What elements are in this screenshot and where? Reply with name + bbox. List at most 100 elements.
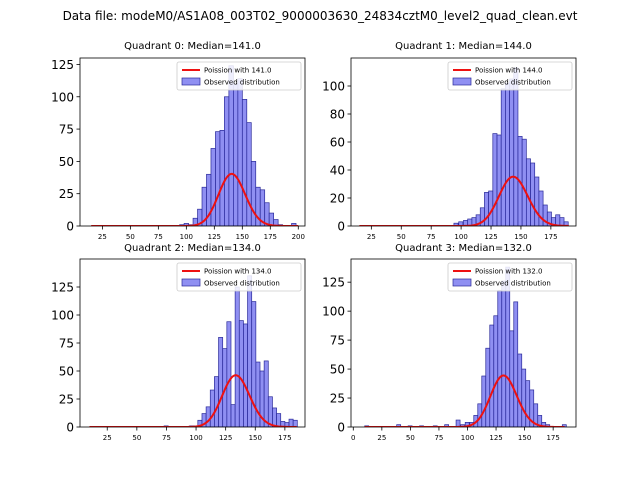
legend-bar-swatch bbox=[452, 77, 472, 86]
legend: Poission with 132.0 Observed distribution bbox=[447, 262, 573, 292]
x-tick-label: 175 bbox=[546, 434, 559, 442]
histogram-bar bbox=[215, 131, 221, 226]
x-tick-label: 100 bbox=[180, 233, 193, 241]
histogram-bar bbox=[458, 221, 464, 226]
histogram-bar bbox=[563, 221, 569, 226]
y-tick-label: 125 bbox=[51, 281, 74, 295]
x-tick-label: 150 bbox=[518, 434, 531, 442]
x-tick-label: 25 bbox=[103, 434, 112, 442]
y-tick-label: 0 bbox=[66, 220, 74, 234]
legend-label: Poission with 141.0 bbox=[204, 67, 272, 75]
panel-title: Quadrant 1: Median=144.0 bbox=[395, 41, 532, 52]
x-tick-label: 50 bbox=[397, 233, 406, 241]
histogram-bar bbox=[561, 424, 567, 427]
histogram-bar bbox=[513, 67, 519, 226]
histogram-bar bbox=[521, 368, 527, 427]
x-tick-label: 175 bbox=[544, 233, 557, 241]
x-tick-label: 150 bbox=[236, 233, 249, 241]
histogram-bar bbox=[267, 396, 273, 427]
histogram-bar bbox=[485, 347, 491, 427]
histogram-bar bbox=[291, 223, 297, 226]
y-tick-label: 0 bbox=[66, 421, 74, 435]
y-tick-label: 25 bbox=[59, 393, 74, 407]
histogram-bar bbox=[238, 320, 244, 427]
x-tick-label: 75 bbox=[162, 434, 171, 442]
histogram-bar bbox=[237, 78, 243, 226]
y-tick-label: 50 bbox=[59, 155, 74, 169]
y-tick-label: 125 bbox=[51, 58, 74, 72]
histogram-bar bbox=[517, 353, 523, 427]
x-tick-label: 25 bbox=[98, 233, 107, 241]
axes-frame bbox=[350, 258, 577, 428]
histogram-bar bbox=[492, 133, 498, 226]
legend: Poission with 141.0 Observed distribution bbox=[176, 61, 302, 91]
x-tick-label: 125 bbox=[484, 233, 497, 241]
quadrant-2-panel: Quadrant 2: Median=134.0 25 50 75 100 125 150… bbox=[51, 243, 306, 442]
legend-label: Poission with 144.0 bbox=[475, 67, 543, 75]
y-tick-label: 60 bbox=[330, 136, 345, 150]
y-tick-label: 75 bbox=[59, 337, 74, 351]
legend-label: Observed distribution bbox=[475, 79, 551, 87]
legend-label: Observed distribution bbox=[475, 280, 551, 288]
axes-frame bbox=[79, 57, 306, 227]
histogram-bar bbox=[233, 83, 239, 226]
legend-label: Poission with 134.0 bbox=[204, 268, 272, 276]
y-tick-label: 100 bbox=[51, 90, 74, 104]
histogram-bar bbox=[205, 406, 211, 427]
panel-title: Quadrant 0: Median=141.0 bbox=[124, 41, 261, 52]
histogram-bar bbox=[509, 78, 515, 226]
y-tick-label: 100 bbox=[322, 305, 345, 319]
x-tick-label: 50 bbox=[406, 434, 415, 442]
x-tick-label: 75 bbox=[427, 233, 436, 241]
x-tick-label: 150 bbox=[249, 434, 262, 442]
histogram-bar bbox=[500, 88, 506, 226]
histogram-bar bbox=[241, 99, 248, 226]
x-tick-label: 50 bbox=[132, 434, 141, 442]
histogram-bar bbox=[505, 82, 510, 226]
histogram-bar bbox=[497, 289, 503, 427]
panel-title: Quadrant 3: Median=132.0 bbox=[395, 243, 532, 254]
y-tick-label: 40 bbox=[330, 164, 345, 178]
histogram-bar bbox=[209, 389, 215, 427]
histogram-bar bbox=[272, 407, 277, 427]
histogram-bar bbox=[530, 162, 536, 226]
histogram-bar bbox=[538, 190, 544, 226]
plot-area: 25 50 75 100 125 150 175 200 0 25 50 75 100 125 Poissi… bbox=[51, 57, 306, 241]
y-tick-label: 50 bbox=[59, 365, 74, 379]
quadrant-0-panel: Quadrant 0: Median=141.0 25 50 75 100 125 150… bbox=[51, 41, 306, 241]
histogram-bar bbox=[513, 301, 519, 427]
histogram-bar bbox=[276, 413, 282, 427]
y-tick-label: 100 bbox=[322, 80, 345, 94]
legend-label: Poission with 132.0 bbox=[475, 268, 543, 276]
x-tick-label: 125 bbox=[489, 434, 502, 442]
histogram-bar bbox=[247, 275, 253, 427]
x-tick-label: 25 bbox=[377, 434, 386, 442]
poisson-curve bbox=[364, 374, 565, 427]
histogram-bar bbox=[214, 376, 219, 427]
y-tick-label: 25 bbox=[59, 187, 74, 201]
histogram-bar bbox=[493, 315, 499, 427]
figure-suptitle: Data file: modeM0/AS1A08_003T02_90000036… bbox=[63, 9, 578, 23]
legend-bar-swatch bbox=[181, 278, 201, 287]
histogram-bar bbox=[210, 148, 216, 226]
histogram-bar bbox=[263, 360, 269, 427]
x-tick-label: 75 bbox=[154, 233, 163, 241]
x-tick-label: 200 bbox=[292, 233, 305, 241]
histogram-bar bbox=[521, 138, 527, 226]
histogram-bar bbox=[534, 176, 540, 226]
legend: Poission with 134.0 Observed distribution bbox=[176, 262, 302, 292]
histogram-bar bbox=[501, 280, 507, 427]
x-tick-label: 75 bbox=[434, 434, 443, 442]
histogram-bar bbox=[224, 96, 230, 226]
plot-area: 25 50 75 100 125 150 175 0 20 40 60 80 100 Poission w… bbox=[322, 57, 577, 241]
x-tick-label: 25 bbox=[367, 233, 376, 241]
y-tick-label: 75 bbox=[330, 334, 345, 348]
x-tick-label: 125 bbox=[208, 233, 221, 241]
x-tick-label: 150 bbox=[514, 233, 527, 241]
x-tick-label: 125 bbox=[219, 434, 232, 442]
legend-label: Observed distribution bbox=[204, 280, 280, 288]
x-tick-label: 100 bbox=[189, 434, 202, 442]
y-tick-label: 50 bbox=[330, 363, 345, 377]
y-tick-label: 20 bbox=[330, 192, 345, 206]
